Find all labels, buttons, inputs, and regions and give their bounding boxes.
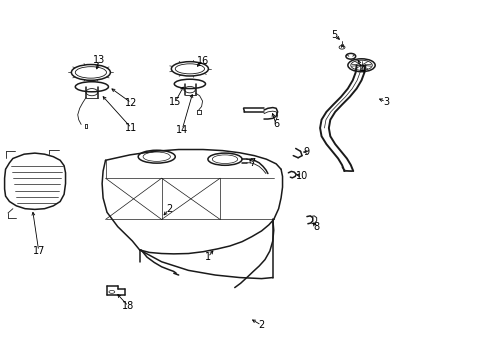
Text: 2: 2 [165,204,172,215]
Text: 17: 17 [33,246,45,256]
Text: 10: 10 [295,171,307,181]
Text: 2: 2 [258,320,264,330]
Text: 13: 13 [93,55,105,65]
Text: 5: 5 [331,30,337,40]
Text: 3: 3 [382,97,388,107]
Text: 8: 8 [313,222,319,232]
Text: 15: 15 [169,97,181,107]
Text: 9: 9 [303,147,309,157]
Text: 12: 12 [125,98,137,108]
Text: 18: 18 [122,301,134,311]
Text: 6: 6 [273,120,279,129]
Text: 16: 16 [197,55,209,66]
Text: 1: 1 [204,252,210,262]
Text: 11: 11 [125,123,137,133]
Text: 4: 4 [359,64,365,75]
Text: 14: 14 [176,125,188,135]
Text: 7: 7 [248,158,254,168]
